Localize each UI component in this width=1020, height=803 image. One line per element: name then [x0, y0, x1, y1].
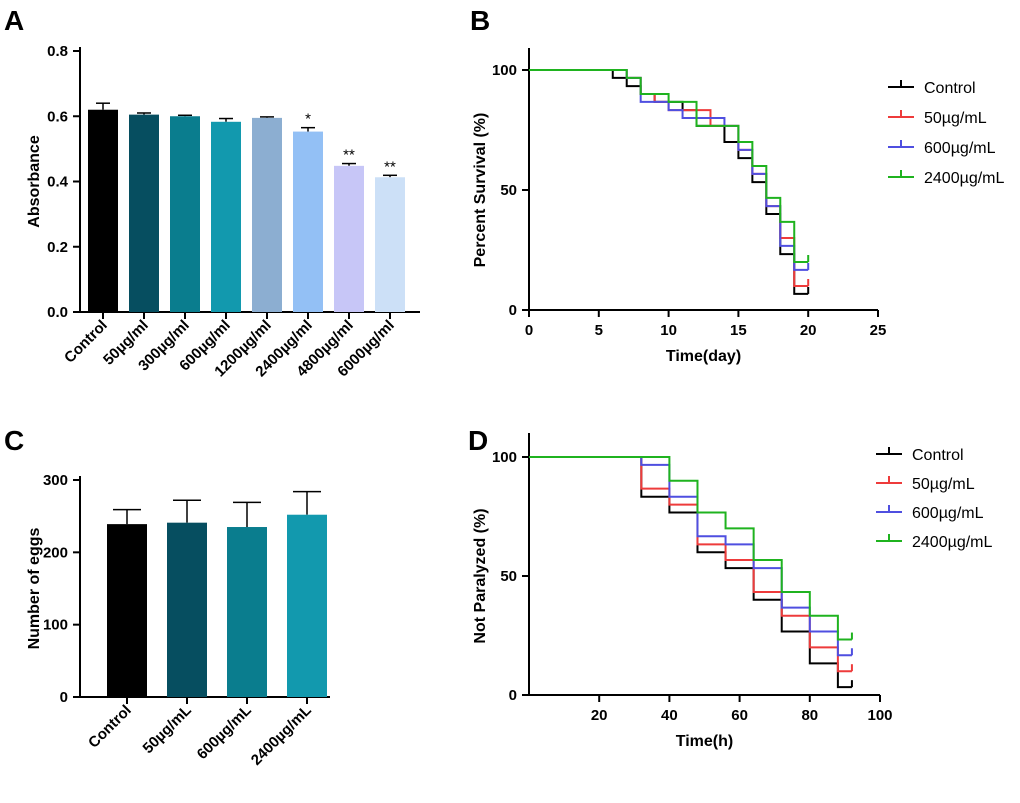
- d-y-axis-title: Not Paralyzed (%): [472, 508, 489, 643]
- c-bar: [167, 522, 207, 697]
- panel-letter-c: C: [4, 425, 24, 456]
- c-bar: [287, 514, 327, 697]
- d-x-tick-label: 80: [801, 707, 818, 724]
- c-x-tick-label: Control: [85, 702, 135, 752]
- a-y-tick-label: 0.6: [47, 108, 68, 125]
- d-legend-label: 50µg/mL: [912, 476, 975, 493]
- b-y-tick-label: 0: [509, 302, 517, 319]
- a-bar: [375, 177, 405, 312]
- b-legend-label: 2400µg/mL: [924, 170, 1004, 187]
- d-x-tick-label: 100: [867, 707, 892, 724]
- c-y-tick-label: 0: [60, 689, 68, 706]
- a-bar: [170, 116, 200, 312]
- c-x-tick-label: 2400µg/mL: [248, 702, 315, 769]
- a-y-tick-label: 0.4: [47, 174, 69, 191]
- b-x-tick-label: 5: [595, 322, 603, 339]
- a-bar: [334, 165, 364, 312]
- b-y-tick-label: 50: [500, 182, 517, 199]
- a-y-axis-title: Absorbance: [26, 135, 43, 228]
- b-x-axis-title: Time(day): [666, 348, 741, 365]
- d-series-line: [529, 456, 852, 657]
- d-series-line: [529, 456, 852, 641]
- a-bar: [88, 109, 118, 312]
- d-legend-label: Control: [912, 447, 964, 464]
- a-significance-mark: **: [343, 147, 355, 164]
- b-x-tick-label: 25: [870, 322, 887, 339]
- d-y-tick-label: 100: [492, 449, 517, 466]
- c-y-tick-label: 100: [43, 617, 68, 634]
- a-significance-mark: **: [384, 158, 396, 175]
- d-series-line: [529, 456, 852, 673]
- c-y-tick-label: 300: [43, 472, 68, 489]
- c-y-tick-label: 200: [43, 544, 68, 561]
- d-x-tick-label: 60: [731, 707, 748, 724]
- d-y-tick-label: 0: [509, 687, 517, 704]
- b-legend-label: 600µg/mL: [924, 140, 996, 157]
- c-x-tick-label: 50µg/mL: [140, 702, 195, 757]
- d-series-line: [529, 456, 852, 689]
- c-x-tick-label: 600µg/mL: [194, 702, 255, 763]
- b-y-axis-title: Percent Survival (%): [472, 113, 489, 268]
- a-bar: [211, 121, 241, 312]
- c-bar: [107, 524, 147, 697]
- a-y-tick-label: 0.2: [47, 239, 68, 256]
- d-x-tick-label: 40: [661, 707, 678, 724]
- b-x-tick-label: 10: [660, 322, 677, 339]
- b-legend-label: Control: [924, 80, 976, 97]
- b-x-tick-label: 15: [730, 322, 747, 339]
- b-series-line: [529, 69, 809, 263]
- b-legend-label: 50µg/mL: [924, 110, 987, 127]
- b-x-tick-label: 0: [525, 322, 533, 339]
- b-y-tick-label: 100: [492, 62, 517, 79]
- b-x-tick-label: 20: [800, 322, 817, 339]
- c-y-axis-title: Number of eggs: [26, 528, 43, 650]
- panel-letter-d: D: [468, 425, 488, 456]
- a-y-tick-label: 0.0: [47, 304, 68, 321]
- panel-letter-a: A: [4, 5, 24, 36]
- d-legend-label: 600µg/mL: [912, 505, 984, 522]
- a-bar: [129, 114, 159, 313]
- c-bar: [227, 527, 267, 697]
- d-legend-label: 2400µg/mL: [912, 534, 992, 551]
- panel-letter-b: B: [470, 5, 490, 36]
- a-y-tick-label: 0.8: [47, 43, 68, 60]
- a-bar: [252, 117, 282, 312]
- d-x-axis-title: Time(h): [676, 733, 733, 750]
- a-bar: [293, 131, 323, 312]
- d-y-tick-label: 50: [500, 568, 517, 585]
- a-significance-mark: *: [305, 111, 311, 128]
- d-x-tick-label: 20: [591, 707, 608, 724]
